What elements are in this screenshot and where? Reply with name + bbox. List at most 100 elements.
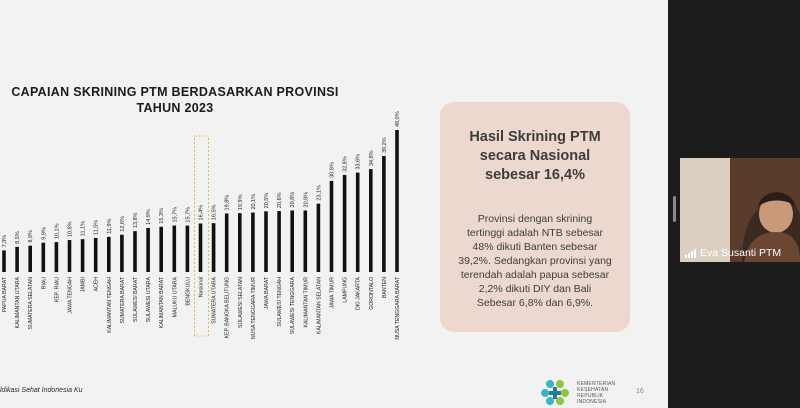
category-label: JAMBI <box>81 277 87 292</box>
bar-value-label: 48,0% <box>395 111 401 127</box>
category-label: SUMATERA UTARA <box>212 276 218 323</box>
page-number: 16 <box>636 388 644 395</box>
category-label: JAWA BARAT <box>264 276 270 309</box>
category-label: Nasional <box>199 277 205 297</box>
chart-bar <box>303 210 308 272</box>
bar-value-label: 20,1% <box>251 194 257 210</box>
chart-title-line1: CAPAIAN SKRINING PTM BERDASARKAN PROVINS… <box>11 85 339 99</box>
category-label: SUMATERA SELATAN <box>28 277 34 330</box>
chart-bar <box>15 246 19 272</box>
participant-video-tile[interactable] <box>680 158 800 262</box>
bar-value-label: 9,9% <box>41 227 47 240</box>
chart-bar <box>211 223 216 272</box>
chart-bar <box>54 242 59 272</box>
panel-resize-handle[interactable] <box>673 196 676 222</box>
kemkes-text-line: INDONESIA <box>577 399 607 405</box>
category-label: JAWA TIMUR <box>330 277 336 309</box>
category-label: KALIMANTAN BARAT <box>159 276 165 328</box>
bar-value-label: 39,2% <box>382 137 388 153</box>
bar-value-label: 11,5% <box>94 220 100 235</box>
chart-bar <box>395 130 399 272</box>
bar-value-label: 20,8% <box>303 192 309 208</box>
category-label: BENGKULU <box>185 277 191 306</box>
chart-bar <box>80 239 85 272</box>
bar-value-label: 33,6% <box>356 154 362 170</box>
summary-title: Hasil Skrining PTM secara Nasional sebes… <box>469 129 601 183</box>
kemkes-text-line: KESEHATAN <box>577 387 609 393</box>
bar-value-label: 15,3% <box>159 208 165 224</box>
chart-title-line2: TAHUN 2023 <box>136 101 214 115</box>
category-label: DKI JAKARTA <box>356 276 362 309</box>
category-label: KEP. RIAU <box>54 277 60 302</box>
category-label: KALIMANTAN TENGAH <box>107 277 113 333</box>
participant-name: Eva Susanti PTM <box>700 247 782 259</box>
category-label: ACEH <box>94 277 100 292</box>
bar-value-label: 30,8% <box>330 162 336 178</box>
chart-bar <box>67 240 72 272</box>
chart-bar <box>172 225 177 272</box>
kemkes-logo-text: KEMENTERIAN KESEHATAN REPUBLIK INDONESIA <box>577 381 615 405</box>
summary-card: Hasil Skrining PTM secara Nasional sebes… <box>440 102 630 332</box>
presentation-slide: 7,3% PAPUA BARAT 8,5% KALIMANTAN UTARA 8,9% S… <box>0 0 668 408</box>
bar-value-label: 16,4% <box>199 205 205 221</box>
category-label: SUMATERA BARAT <box>120 276 126 323</box>
chart-bar <box>198 223 203 272</box>
category-label: SULAWESI TENGAH <box>277 277 283 327</box>
bar-value-label: 32,8% <box>343 156 349 172</box>
chart-bar <box>251 212 255 272</box>
chart-bar <box>369 169 373 272</box>
bar-value-label: 11,9% <box>107 218 113 233</box>
category-label: KALIMANTAN TIMUR <box>303 277 309 328</box>
category-label: NUSA TENGGARA BARAT <box>395 276 401 339</box>
category-label: SULAWESI UTARA <box>146 276 152 322</box>
category-label: SULAWESI BARAT <box>133 276 139 322</box>
bar-value-label: 8,5% <box>15 231 21 244</box>
chart-bar <box>329 180 334 272</box>
chart-bar <box>316 203 321 272</box>
category-label: KALIMANTAN UTARA <box>15 276 21 328</box>
chart-bar <box>185 225 190 272</box>
chart-bar <box>264 211 268 272</box>
category-label: JAWA TENGAH <box>68 277 74 314</box>
chart-bar <box>355 172 360 272</box>
bar-value-label: 10,1% <box>54 223 60 239</box>
category-label: MALUKU UTARA <box>172 276 178 317</box>
bar-value-label: 19,9% <box>238 194 244 210</box>
category-label: SULAWESI SELATAN <box>238 277 244 328</box>
category-label: KALIMANTAN SELATAN <box>316 277 322 334</box>
category-label: PAPUA BARAT <box>2 276 8 312</box>
bar-value-label: 20,6% <box>277 192 283 208</box>
kemkes-logo-icon <box>541 380 569 405</box>
participant-name-bar: Eva Susanti PTM <box>680 244 800 262</box>
chart-bar <box>382 156 386 272</box>
chart-bar <box>120 234 124 272</box>
kemkes-text-line: KEMENTERIAN <box>577 381 616 387</box>
participant-video <box>680 158 800 262</box>
category-label: RIAU <box>41 277 47 290</box>
signal-bars-icon <box>685 248 696 258</box>
category-label: LAMPUNG <box>343 277 349 303</box>
chart-bar <box>2 250 6 272</box>
footer-slogan: ldikasi Sehat Indonesia Ku <box>0 387 83 394</box>
category-label: KEP. BANGKA BELITUNG <box>225 277 231 338</box>
bar-value-label: 10,8% <box>68 221 74 237</box>
bar-value-label: 20,8% <box>290 192 296 208</box>
bar-value-label: 14,9% <box>146 209 152 225</box>
summary-body: Provinsi dengan skrining tertinggi adala… <box>458 213 612 309</box>
kemkes-text-line: REPUBLIK <box>577 393 604 399</box>
bar-value-label: 34,8% <box>369 150 375 166</box>
chart-bar <box>159 226 163 272</box>
chart-bar <box>342 174 347 272</box>
chart-bar <box>277 211 281 272</box>
bar-value-label: 16,5% <box>212 204 218 220</box>
highlight-box <box>194 135 209 337</box>
chart-bar <box>133 231 137 272</box>
chart-bar <box>290 210 294 272</box>
bar-value-label: 23,1% <box>316 185 322 201</box>
bar-value-label: 15,7% <box>185 207 191 223</box>
bar-value-label: 19,8% <box>225 195 231 211</box>
bar-value-label: 15,7% <box>172 207 178 223</box>
chart-bar <box>93 237 98 272</box>
category-label: SULAWESI TENGGARA <box>290 276 296 334</box>
bar-value-label: 13,8% <box>133 212 139 228</box>
